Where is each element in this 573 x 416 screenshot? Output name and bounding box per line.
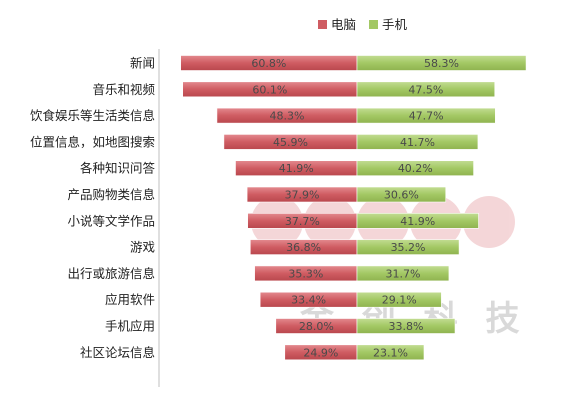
bar-mobile bbox=[356, 134, 479, 150]
bar-mobile bbox=[356, 107, 496, 124]
category-label: 各种知识问答 bbox=[80, 161, 156, 176]
bars-group bbox=[180, 55, 527, 361]
value-label-pc: 60.8% bbox=[251, 57, 286, 70]
value-label-mobile: 31.7% bbox=[385, 267, 420, 280]
category-label: 应用软件 bbox=[105, 292, 155, 307]
category-label: 手机应用 bbox=[105, 319, 155, 334]
value-label-mobile: 29.1% bbox=[382, 294, 417, 307]
category-label: 位置信息，如地图搜索 bbox=[30, 134, 155, 149]
bar-mobile bbox=[356, 291, 442, 308]
value-label-mobile: 58.3% bbox=[424, 57, 459, 70]
category-label: 出行或旅游信息 bbox=[67, 266, 155, 281]
value-label-pc: 48.3% bbox=[269, 110, 304, 123]
value-label-mobile: 40.2% bbox=[398, 162, 433, 175]
bar-mobile bbox=[356, 344, 425, 361]
category-label: 游戏 bbox=[130, 240, 155, 255]
bar-mobile bbox=[356, 160, 474, 176]
bar-mobile bbox=[356, 55, 527, 71]
legend-swatch-mobile bbox=[369, 20, 378, 29]
value-label-pc: 37.9% bbox=[285, 189, 320, 202]
legend-label-mobile: 手机 bbox=[382, 17, 408, 32]
category-label: 新闻 bbox=[130, 56, 155, 71]
value-label-mobile: 23.1% bbox=[373, 346, 408, 359]
bar-mobile bbox=[356, 81, 496, 98]
bar-mobile bbox=[356, 186, 447, 203]
category-label: 社区论坛信息 bbox=[80, 345, 155, 360]
value-label-pc: 37.7% bbox=[285, 215, 320, 228]
value-label-pc: 24.9% bbox=[303, 346, 338, 359]
value-label-mobile: 33.8% bbox=[389, 320, 424, 333]
value-label-pc: 60.1% bbox=[252, 83, 287, 96]
category-label: 产品购物类信息 bbox=[67, 187, 155, 202]
category-label: 饮食娱乐等生活类信息 bbox=[30, 108, 155, 123]
value-label-pc: 28.0% bbox=[299, 320, 334, 333]
value-label-pc: 36.8% bbox=[286, 241, 321, 254]
legend-label-pc: 电脑 bbox=[331, 17, 356, 32]
value-label-pc: 33.4% bbox=[291, 294, 326, 307]
legend: 电脑 手机 bbox=[318, 17, 408, 32]
category-labels: 新闻音乐和视频饮食娱乐等生活类信息位置信息，如地图搜索各种知识问答产品购物类信息… bbox=[30, 56, 156, 360]
bar-mobile bbox=[356, 239, 460, 255]
value-label-mobile: 30.6% bbox=[384, 189, 419, 202]
value-label-mobile: 41.7% bbox=[400, 136, 435, 149]
value-label-pc: 41.9% bbox=[279, 162, 314, 175]
category-label: 小说等文学作品 bbox=[67, 213, 155, 228]
value-label-mobile: 47.5% bbox=[408, 83, 443, 96]
value-label-pc: 35.3% bbox=[288, 267, 323, 280]
bar-mobile bbox=[356, 265, 450, 282]
value-label-mobile: 41.9% bbox=[400, 215, 435, 228]
bar-mobile bbox=[356, 318, 456, 334]
legend-swatch-pc bbox=[318, 20, 327, 29]
value-label-pc: 45.9% bbox=[273, 136, 308, 149]
value-labels: 60.8% 58.3% 60.1% 47.5% 48.3% 47.7% 45.9% 41.7%… bbox=[251, 57, 459, 359]
category-label: 音乐和视频 bbox=[92, 82, 155, 97]
value-label-mobile: 35.2% bbox=[391, 241, 426, 254]
bar-mobile bbox=[356, 213, 479, 229]
value-label-mobile: 47.7% bbox=[409, 110, 444, 123]
